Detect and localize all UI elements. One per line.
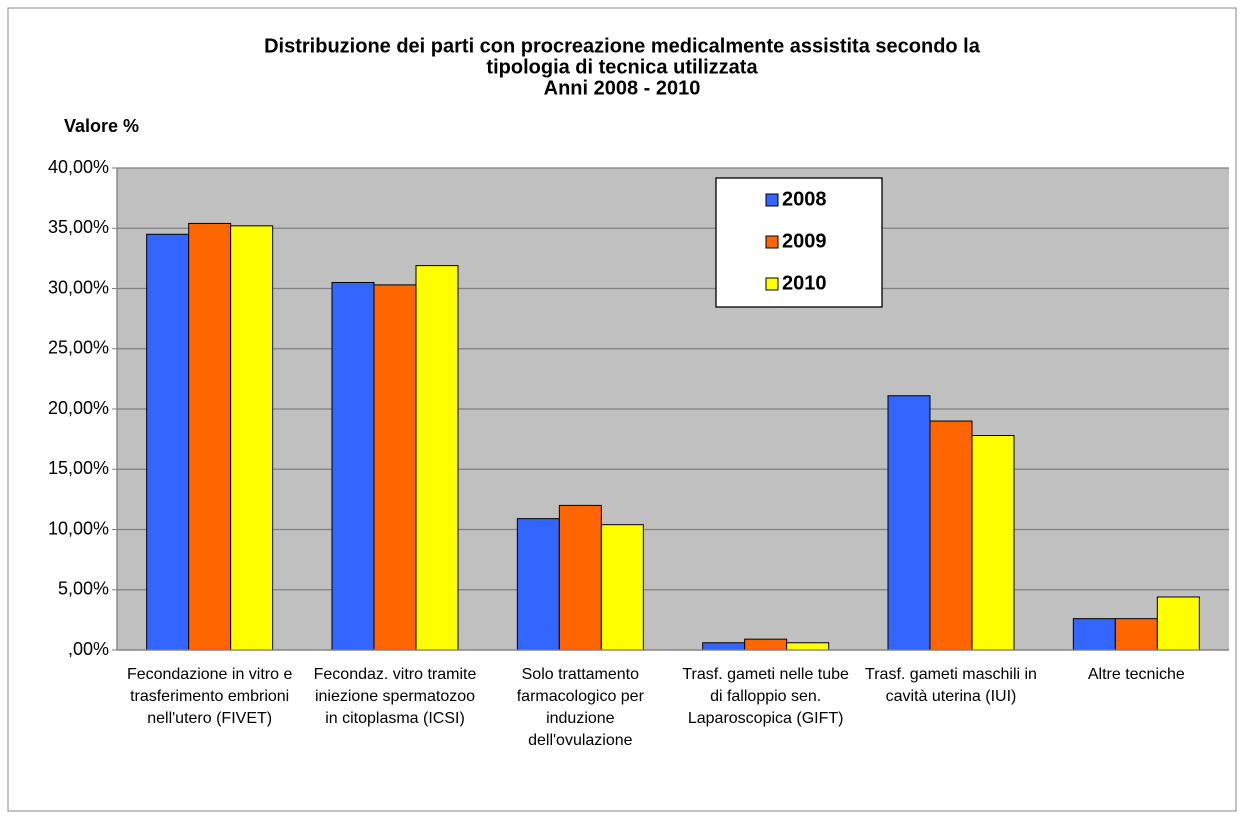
legend-label: 2009 [782,230,827,252]
legend-swatch [765,277,779,291]
y-tick-label: 20,00% [48,398,109,418]
chart-title: Anni 2008 - 2010 [544,77,701,99]
bar [929,420,973,651]
y-tick-label: 35,00% [48,217,109,237]
x-tick-label: Fecondaz. vitro tramite iniezione sperma… [313,666,477,727]
bar [971,435,1015,651]
bar [702,642,746,651]
bar [331,281,375,651]
bar [373,284,417,651]
legend-swatch [765,193,779,207]
legend-label: 2008 [782,188,827,210]
bar [230,225,274,651]
bar [600,524,644,651]
x-tick-label: Trasf. gameti maschili in cavità uterina… [865,666,1037,705]
bar [415,265,459,651]
y-tick-label: 40,00% [48,157,109,177]
bar [744,638,788,651]
x-tick-label: Solo trattamento farmacologico per induz… [516,666,644,749]
bar [188,222,232,651]
bar [1156,596,1200,651]
legend-swatch [765,235,779,249]
bar [786,642,830,651]
bar [558,504,602,651]
y-tick-label: 5,00% [58,579,109,599]
x-tick-label: Trasf. gameti nelle tube di falloppio se… [682,666,849,727]
chart-title: tipologia di tecnica utilizzata [486,56,758,78]
chart-title: Distribuzione dei parti con procreazione… [264,35,981,57]
bar [146,233,190,651]
bar [516,518,560,651]
y-tick-label: 25,00% [48,338,109,358]
y-tick-label: 30,00% [48,277,109,297]
y-axis-title: Valore % [64,116,139,136]
y-tick-label: 10,00% [48,518,109,538]
bar [1072,618,1116,651]
bar [1114,618,1158,651]
y-tick-label: ,00% [68,639,109,659]
legend-label: 2010 [782,272,827,294]
y-tick-label: 15,00% [48,458,109,478]
bar [887,395,931,651]
x-tick-label: Altre tecniche [1087,666,1185,683]
legend-box [715,177,883,308]
x-tick-label: Fecondazione in vitro e trasferimento em… [126,666,293,727]
